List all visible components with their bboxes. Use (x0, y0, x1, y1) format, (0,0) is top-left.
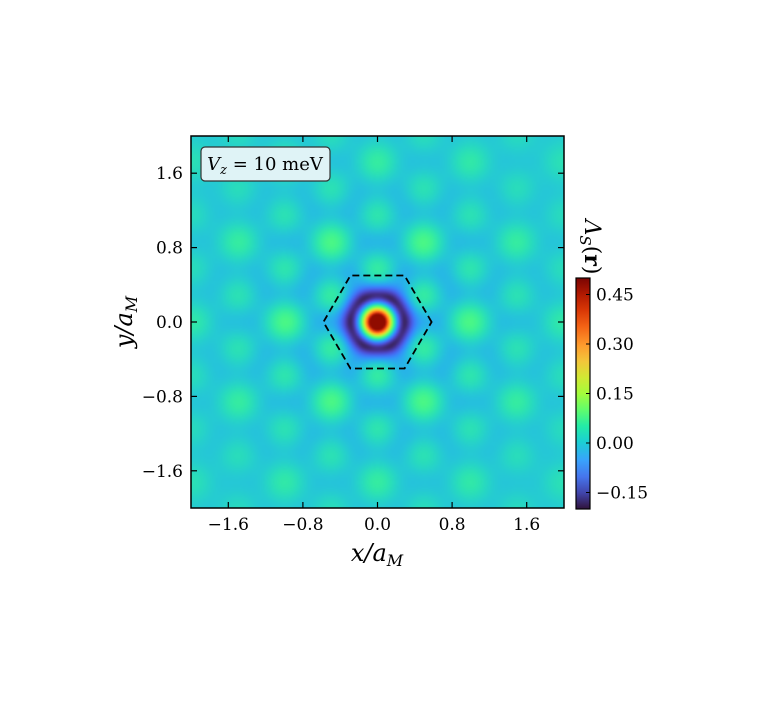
y-tick-label: 1.6 (156, 164, 183, 184)
heatmap-area (191, 136, 564, 508)
colorbar-tick-label: 0.00 (596, 434, 634, 454)
colorbar-tick-label: 0.30 (596, 335, 634, 355)
colorbar-ticks: 0.45 0.30 0.15 0.00 −0.15 (586, 286, 648, 504)
x-tick-label: 0.0 (364, 515, 391, 535)
x-tick-label: −0.8 (282, 515, 323, 535)
y-tick-label: 0.0 (156, 313, 183, 333)
heatmap-image (191, 136, 564, 508)
annotation-text: Vz = 10 meV (207, 154, 324, 178)
x-tick-label: −1.6 (208, 515, 249, 535)
colorbar: 0.45 0.30 0.15 0.00 −0.15 ΛS(r) (575, 218, 648, 510)
hexagon-overlay (322, 274, 433, 370)
y-tick-label: −0.8 (142, 387, 183, 407)
colorbar-label: ΛS(r) (576, 218, 605, 275)
y-axis-ticks: −1.6 −0.8 0.0 0.8 1.6 (142, 164, 564, 482)
x-axis-ticks: −1.6 −0.8 0.0 0.8 1.6 (208, 136, 540, 535)
colorbar-tick-label: −0.15 (596, 484, 648, 504)
y-tick-label: −1.6 (142, 462, 183, 482)
annotation-frame (200, 146, 331, 182)
colorbar-tick-label: 0.15 (596, 385, 634, 405)
x-axis-label: x/aM (351, 539, 404, 570)
x-tick-label: 1.6 (513, 515, 540, 535)
y-tick-label: 0.8 (156, 239, 183, 259)
annotation-box: Vz = 10 meV (200, 146, 331, 182)
y-axis-label: y/aM (110, 295, 141, 349)
x-tick-label: 0.8 (439, 515, 466, 535)
colorbar-tick-label: 0.45 (596, 286, 634, 306)
